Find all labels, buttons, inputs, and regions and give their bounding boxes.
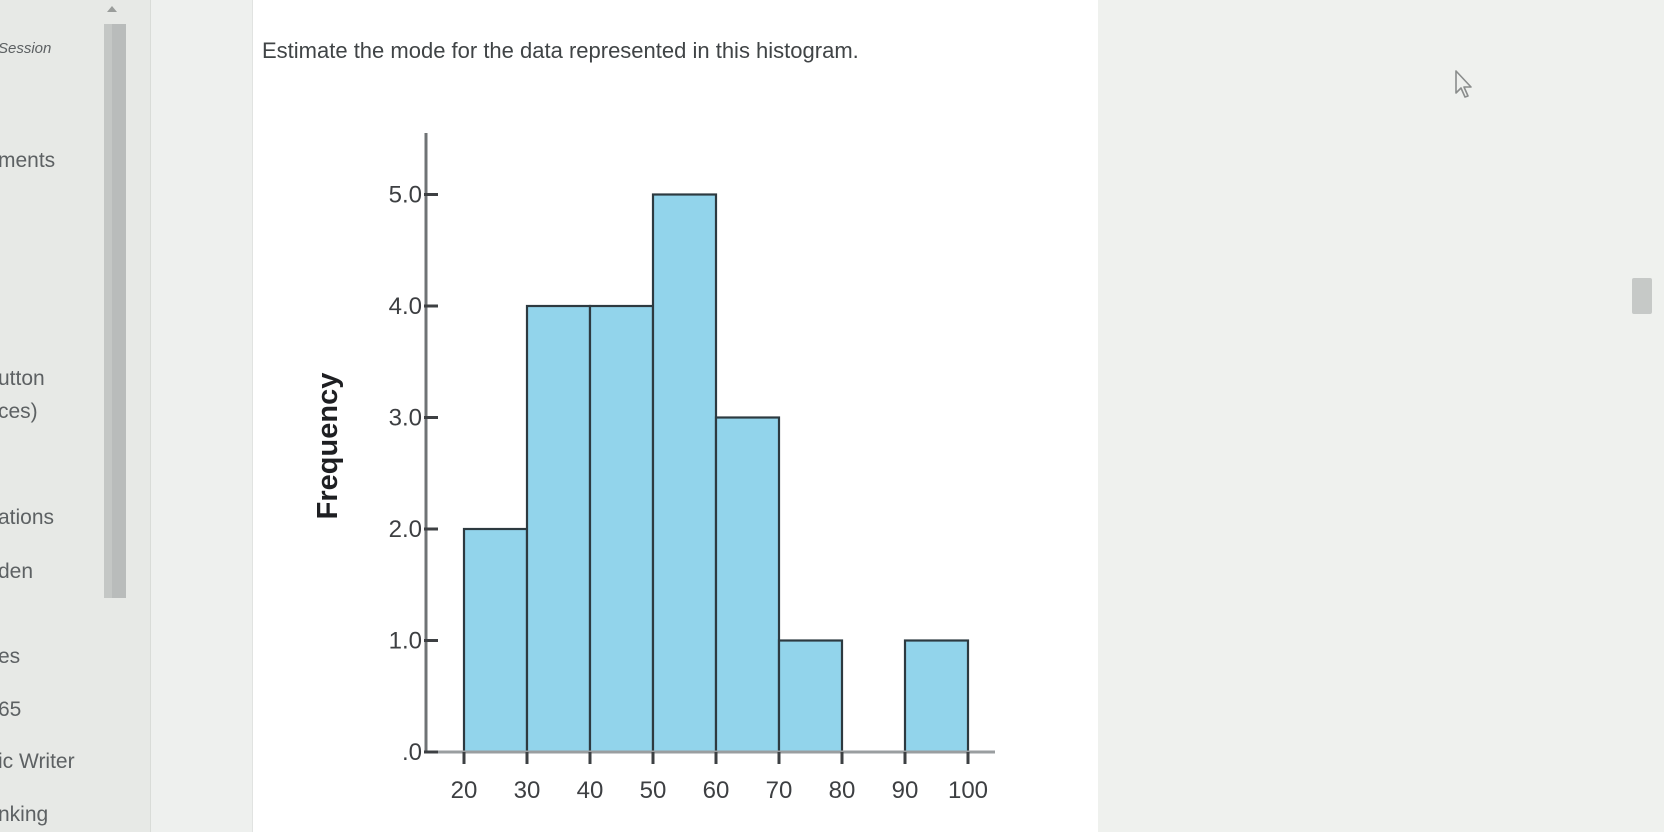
question-panel: Estimate the mode for the data represent… — [252, 0, 1099, 832]
x-tick-label: 70 — [766, 777, 793, 804]
mouse-pointer-icon — [1455, 70, 1472, 98]
y-tick-label: 1.0 — [389, 628, 422, 655]
x-tick-label: 100 — [948, 777, 988, 804]
sidebar-item-session[interactable]: Session — [0, 40, 52, 57]
histogram-bar — [651, 193, 718, 754]
x-tick-label: 20 — [451, 777, 478, 804]
y-tick-label: 4.0 — [389, 293, 422, 320]
x-tick-label: 60 — [703, 777, 730, 804]
sidebar: Session ments utton ces) ations den es 6… — [0, 0, 151, 832]
page-scroll-thumb[interactable] — [1632, 278, 1652, 314]
x-tick-label: 50 — [640, 777, 667, 804]
histogram-bar — [525, 304, 592, 754]
sidebar-item-nking[interactable]: nking — [0, 803, 49, 826]
sidebar-item-65[interactable]: 65 — [0, 698, 22, 721]
y-tick-label: 3.0 — [389, 405, 422, 432]
histogram-bar — [462, 527, 529, 754]
histogram-bar — [714, 416, 781, 754]
sidebar-item-ces[interactable]: ces) — [0, 400, 38, 423]
sidebar-item-utton[interactable]: utton — [0, 367, 45, 390]
y-tick-label: 2.0 — [389, 516, 422, 543]
y-axis-label: Frequency — [312, 373, 344, 520]
sidebar-item-es[interactable]: es — [0, 645, 21, 668]
question-text: Estimate the mode for the data represent… — [262, 38, 859, 63]
right-blank-area — [1098, 0, 1664, 832]
sidebar-scroll-thumb[interactable] — [104, 24, 126, 598]
x-tick-label: 80 — [829, 777, 856, 804]
y-tick-label: 5.0 — [389, 182, 422, 209]
x-tick-label: 90 — [892, 777, 919, 804]
scroll-up-arrow-icon[interactable] — [107, 6, 117, 12]
x-tick-label: 30 — [514, 777, 541, 804]
histogram-bar — [588, 304, 655, 754]
sidebar-item-writer[interactable]: ic Writer — [0, 750, 75, 773]
x-tick-label: 40 — [577, 777, 604, 804]
sidebar-item-den[interactable]: den — [0, 560, 34, 583]
histogram-chart: .0 1.0 2.0 3.0 4.0 5.0 20 30 40 50 60 70 80 90 100 Freq… — [312, 133, 995, 804]
sidebar-item-ments[interactable]: ments — [0, 149, 56, 172]
histogram-bar — [777, 639, 844, 754]
histogram-bar — [903, 639, 970, 754]
y-tick-label: .0 — [402, 739, 422, 766]
sidebar-item-ations[interactable]: ations — [0, 506, 55, 529]
